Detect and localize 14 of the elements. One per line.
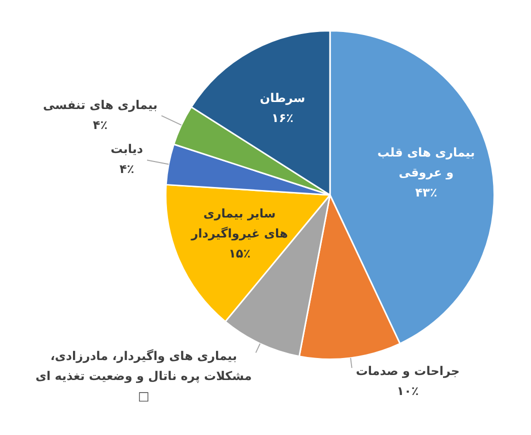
data-label: ۱۵٪ bbox=[228, 246, 251, 260]
data-label: □ bbox=[138, 388, 150, 403]
slice-label: بیماری های واگیردار، مادرزادی، مشکلات پره ناتال و وضعیت تغذیه ای bbox=[35, 348, 252, 383]
slice-label: بیماری های تنفسی bbox=[43, 98, 158, 112]
data-label: ۴٪ bbox=[92, 118, 108, 132]
data-label: ۴۳٪ bbox=[415, 186, 438, 200]
data-label: ۱۶٪ bbox=[272, 110, 294, 125]
slice-label: سرطان bbox=[260, 90, 306, 105]
slice-label: جراحات و صدمات bbox=[356, 364, 460, 378]
slice-label: بیماری های قلب و عروقی bbox=[377, 146, 475, 180]
slice-label: سایر بیماری های غیرواگیردار bbox=[190, 206, 288, 240]
data-label: ۴٪ bbox=[120, 162, 134, 176]
data-label: ۱۰٪ bbox=[396, 384, 419, 398]
slice-label: دیابت bbox=[110, 142, 144, 156]
